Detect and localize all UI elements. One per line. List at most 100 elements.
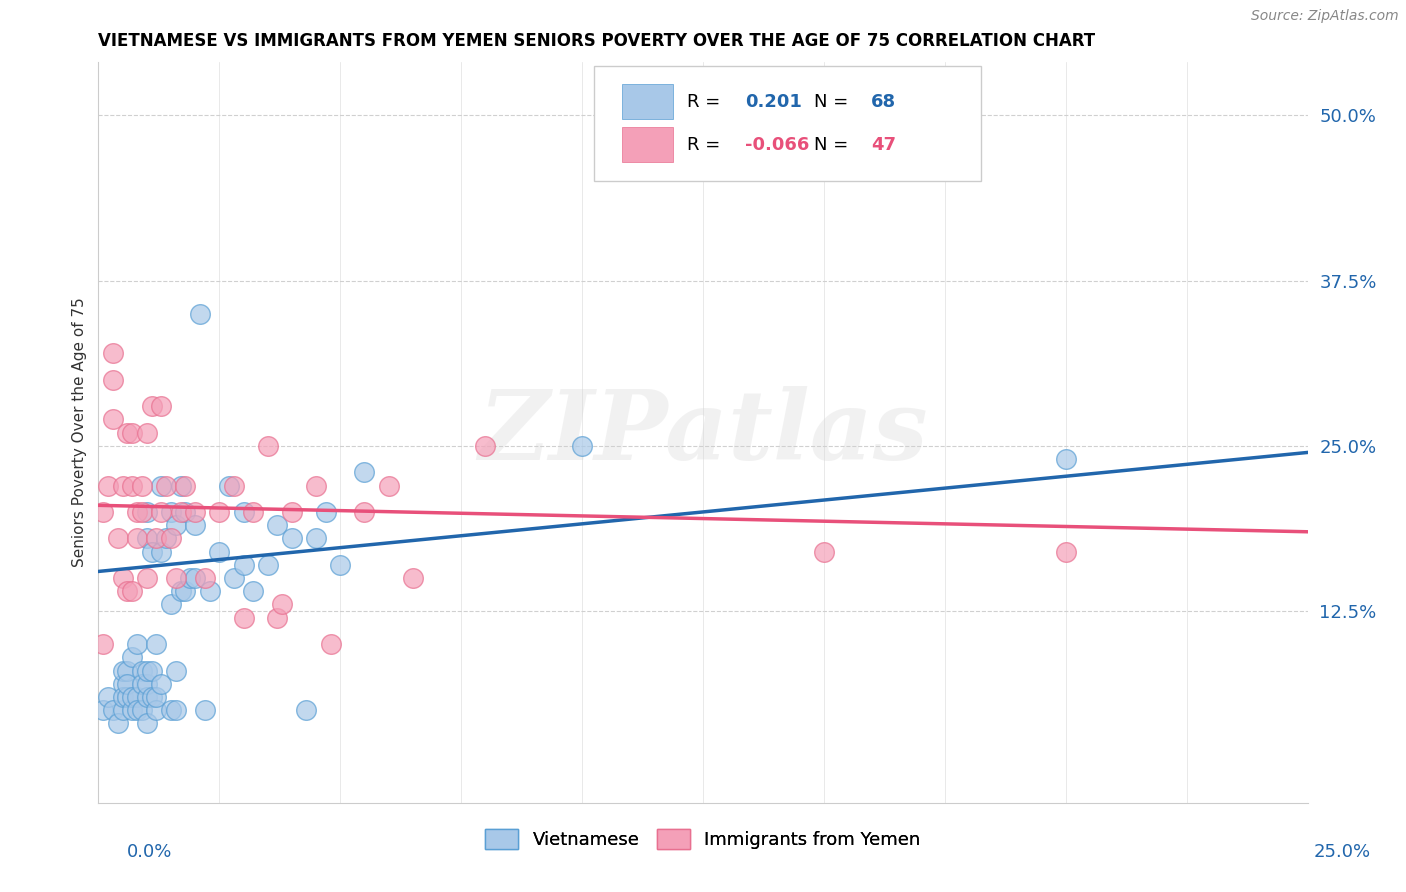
Point <box>91 637 114 651</box>
Point <box>117 690 139 704</box>
Point <box>127 532 149 546</box>
Point <box>353 505 375 519</box>
Point <box>256 558 278 572</box>
Point <box>188 307 211 321</box>
Text: N =: N = <box>814 93 855 111</box>
Point <box>127 690 149 704</box>
Point <box>111 703 134 717</box>
Point <box>242 584 264 599</box>
Point <box>266 611 288 625</box>
Point <box>131 505 153 519</box>
Point <box>145 703 167 717</box>
Point <box>169 584 191 599</box>
Point <box>232 558 254 572</box>
Text: VIETNAMESE VS IMMIGRANTS FROM YEMEN SENIORS POVERTY OVER THE AGE OF 75 CORRELATI: VIETNAMESE VS IMMIGRANTS FROM YEMEN SENI… <box>98 32 1095 50</box>
Point <box>121 478 143 492</box>
Text: Source: ZipAtlas.com: Source: ZipAtlas.com <box>1251 9 1399 23</box>
Text: ZIPatlas: ZIPatlas <box>478 385 928 480</box>
Point <box>242 505 264 519</box>
Point <box>127 637 149 651</box>
Text: 47: 47 <box>872 136 896 153</box>
Point <box>222 571 245 585</box>
Text: R =: R = <box>688 136 727 153</box>
Point <box>218 478 240 492</box>
Point <box>135 677 157 691</box>
Point <box>131 664 153 678</box>
Point <box>256 439 278 453</box>
Point <box>97 690 120 704</box>
Point <box>91 505 114 519</box>
Point <box>353 465 375 479</box>
Point <box>165 518 187 533</box>
Point <box>121 650 143 665</box>
Point <box>101 346 124 360</box>
Point <box>174 478 197 492</box>
Point <box>97 478 120 492</box>
Point <box>101 703 124 717</box>
Text: 68: 68 <box>872 93 896 111</box>
Point <box>150 478 173 492</box>
Point <box>402 571 425 585</box>
Point <box>232 611 254 625</box>
Point <box>135 664 157 678</box>
Point <box>145 637 167 651</box>
Point <box>266 518 288 533</box>
Point <box>117 425 139 440</box>
Point <box>145 532 167 546</box>
Point <box>111 664 134 678</box>
Point <box>101 412 124 426</box>
Text: 0.0%: 0.0% <box>127 843 172 861</box>
Point <box>194 571 217 585</box>
Point <box>135 532 157 546</box>
Point <box>329 558 352 572</box>
Point <box>107 532 129 546</box>
Point <box>117 664 139 678</box>
Text: 0.201: 0.201 <box>745 93 803 111</box>
Point <box>184 571 207 585</box>
Point <box>155 478 177 492</box>
Point <box>121 690 143 704</box>
Point <box>1054 544 1077 558</box>
Point <box>281 505 304 519</box>
Point <box>160 703 183 717</box>
Point <box>121 584 143 599</box>
FancyBboxPatch shape <box>621 84 672 120</box>
Point <box>150 505 173 519</box>
Point <box>111 677 134 691</box>
Point <box>305 478 328 492</box>
Point <box>169 478 191 492</box>
Point <box>271 598 294 612</box>
Point <box>135 425 157 440</box>
Y-axis label: Seniors Poverty Over the Age of 75: Seniors Poverty Over the Age of 75 <box>72 298 87 567</box>
Point <box>232 505 254 519</box>
Point <box>150 544 173 558</box>
Point <box>295 703 318 717</box>
FancyBboxPatch shape <box>621 127 672 162</box>
Point <box>160 532 183 546</box>
Point <box>135 571 157 585</box>
Point <box>184 518 207 533</box>
Point <box>141 544 163 558</box>
Point <box>141 690 163 704</box>
Point <box>169 505 191 519</box>
Point <box>198 584 221 599</box>
Point <box>179 571 201 585</box>
Point <box>160 505 183 519</box>
Point <box>111 690 134 704</box>
Point <box>281 532 304 546</box>
Point <box>135 505 157 519</box>
Point <box>208 505 231 519</box>
Text: R =: R = <box>688 93 727 111</box>
Point <box>155 532 177 546</box>
Point <box>107 716 129 731</box>
Point <box>165 664 187 678</box>
Point <box>131 703 153 717</box>
Point <box>117 584 139 599</box>
Legend: Vietnamese, Immigrants from Yemen: Vietnamese, Immigrants from Yemen <box>478 822 928 856</box>
Point <box>127 703 149 717</box>
Point <box>91 703 114 717</box>
Point <box>194 703 217 717</box>
Point <box>1054 452 1077 467</box>
Point <box>150 399 173 413</box>
Point <box>174 584 197 599</box>
